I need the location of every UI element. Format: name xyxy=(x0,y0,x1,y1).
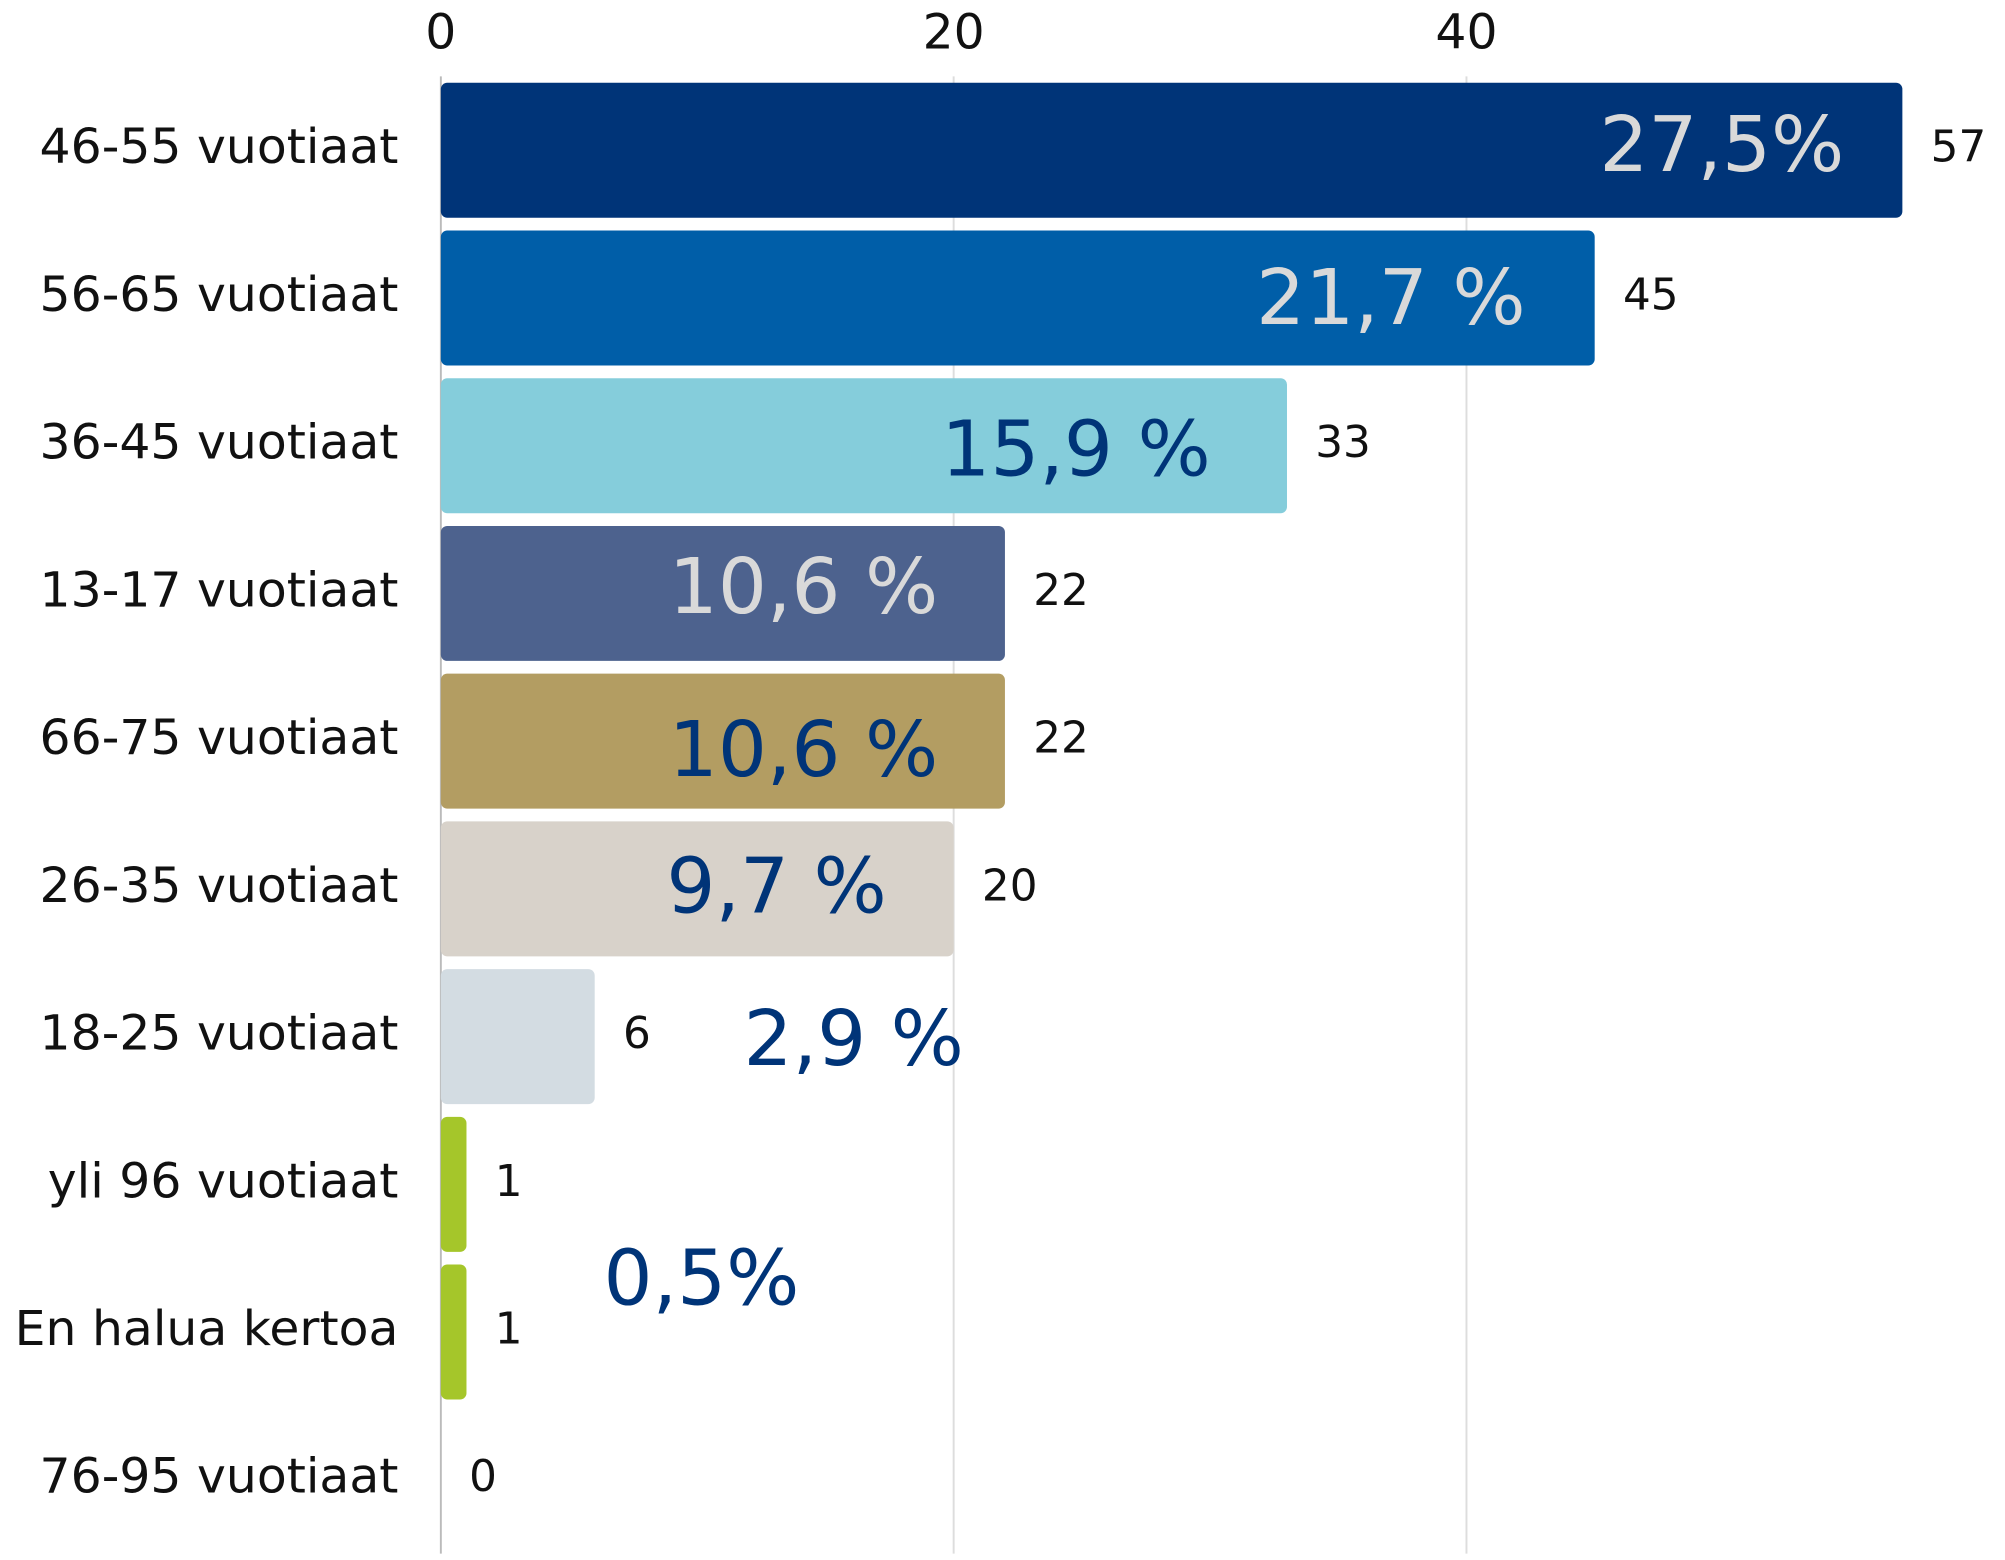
percent-annotation: 21,7 % xyxy=(1256,254,1525,343)
x-tick-label: 40 xyxy=(1435,5,1497,61)
x-tick-label: 20 xyxy=(923,5,985,61)
percent-annotation: 10,6 % xyxy=(669,706,938,795)
bar xyxy=(440,378,1287,514)
bar xyxy=(440,525,1005,661)
percent-annotation: 27,5% xyxy=(1599,101,1844,190)
y-tick-label: 26-35 vuotiaat xyxy=(40,858,399,914)
y-tick-label: 66-75 vuotiaat xyxy=(40,710,399,766)
value-label: 57 xyxy=(1931,123,1987,173)
bar xyxy=(440,821,954,957)
value-label: 20 xyxy=(982,862,1038,912)
percent-annotation: 10,6 % xyxy=(669,543,938,632)
bar xyxy=(440,82,1903,218)
y-tick-label: yli 96 vuotiaat xyxy=(48,1153,399,1209)
bar xyxy=(440,1264,467,1400)
value-label: 22 xyxy=(1033,566,1089,616)
y-tick-label: 36-45 vuotiaat xyxy=(40,415,399,471)
x-tick-label: 0 xyxy=(425,5,456,61)
y-tick-label: 18-25 vuotiaat xyxy=(40,1006,399,1062)
percent-annotation: 15,9 % xyxy=(941,406,1210,495)
bar xyxy=(440,230,1595,366)
value-label: 45 xyxy=(1623,271,1679,321)
bar xyxy=(440,1116,467,1252)
value-label: 33 xyxy=(1315,418,1371,468)
percent-annotation: 2,9 % xyxy=(744,995,964,1084)
y-tick-label: 46-55 vuotiaat xyxy=(40,119,399,175)
y-tick-label: 76-95 vuotiaat xyxy=(40,1449,399,1505)
value-label: 0 xyxy=(469,1452,497,1502)
bar xyxy=(440,969,595,1105)
percent-annotation: 9,7 % xyxy=(666,843,886,932)
y-tick-label: 13-17 vuotiaat xyxy=(40,563,399,619)
bar xyxy=(440,673,1005,809)
value-label: 1 xyxy=(495,1157,523,1207)
value-label: 1 xyxy=(495,1305,523,1355)
value-label: 22 xyxy=(1033,714,1089,764)
y-tick-label: 56-65 vuotiaat xyxy=(40,267,399,323)
y-tick-label: En halua kertoa xyxy=(15,1301,399,1357)
percent-annotation: 0,5% xyxy=(604,1235,800,1324)
value-label: 6 xyxy=(623,1009,651,1059)
